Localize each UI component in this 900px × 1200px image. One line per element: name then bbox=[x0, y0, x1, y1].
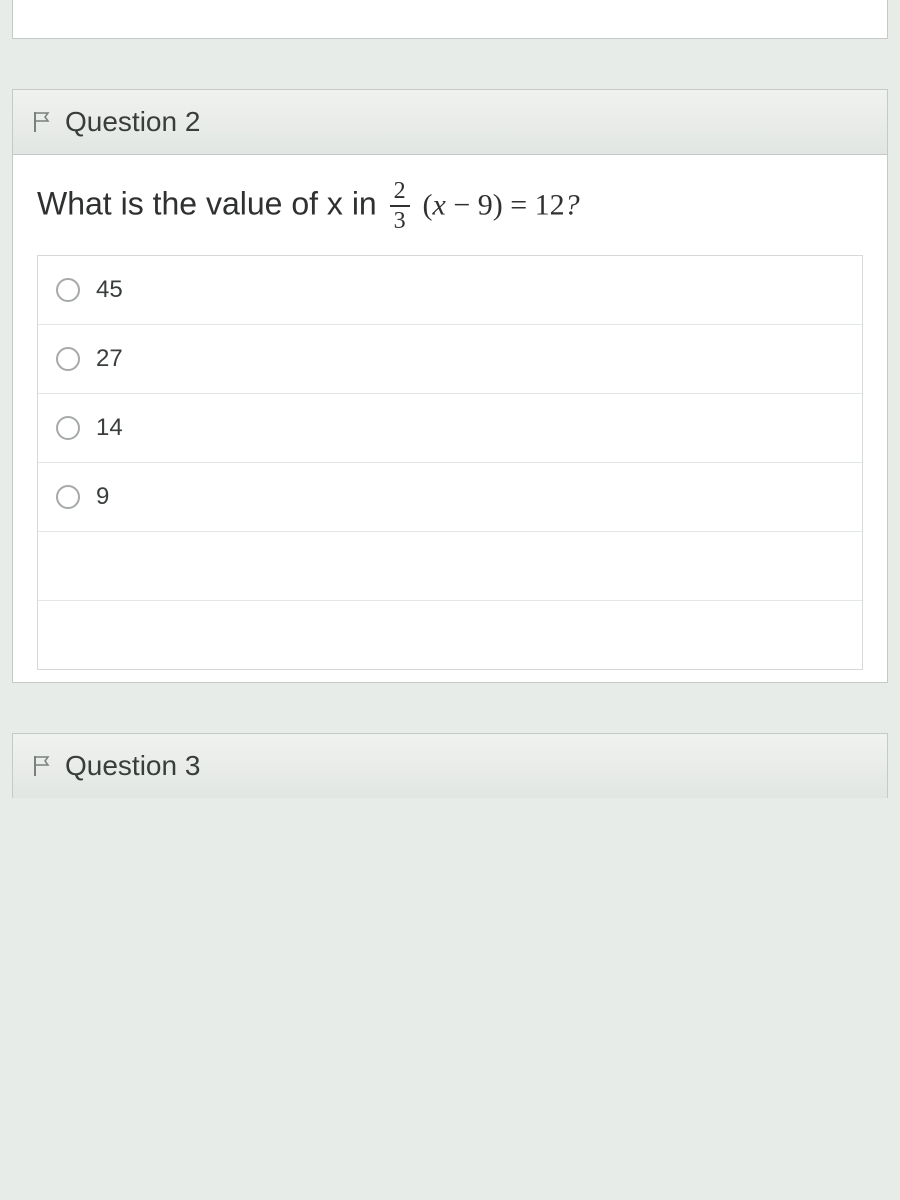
radio-icon[interactable] bbox=[56, 278, 80, 302]
option-row[interactable]: 45 bbox=[38, 256, 862, 325]
radio-icon[interactable] bbox=[56, 347, 80, 371]
radio-icon[interactable] bbox=[56, 416, 80, 440]
empty-row bbox=[38, 532, 862, 601]
option-label: 27 bbox=[96, 345, 123, 373]
prompt-prefix: What is the value of x in bbox=[37, 185, 386, 221]
flag-icon[interactable] bbox=[33, 111, 51, 133]
question-2-title: Question 2 bbox=[65, 106, 200, 138]
option-row[interactable]: 27 bbox=[38, 325, 862, 394]
empty-row bbox=[38, 601, 862, 669]
option-label: 45 bbox=[96, 276, 123, 304]
option-label: 14 bbox=[96, 414, 123, 442]
option-row[interactable]: 9 bbox=[38, 463, 862, 532]
fraction-numerator: 2 bbox=[390, 179, 410, 207]
prev-question-fragment bbox=[12, 0, 888, 39]
fraction: 2 3 bbox=[390, 179, 410, 233]
question-3-title: Question 3 bbox=[65, 750, 200, 782]
flag-icon[interactable] bbox=[33, 755, 51, 777]
fraction-denominator: 3 bbox=[390, 207, 410, 233]
math-expression: (x − 9) = 12? bbox=[423, 188, 580, 221]
radio-icon[interactable] bbox=[56, 485, 80, 509]
options-list: 45 27 14 9 bbox=[37, 255, 863, 670]
question-3-header: Question 3 bbox=[13, 734, 887, 798]
question-2-body: What is the value of x in 2 3 (x − 9) = … bbox=[13, 155, 887, 682]
question-2-header: Question 2 bbox=[13, 90, 887, 155]
option-row[interactable]: 14 bbox=[38, 394, 862, 463]
question-2-prompt: What is the value of x in 2 3 (x − 9) = … bbox=[37, 179, 863, 233]
option-label: 9 bbox=[96, 483, 109, 511]
question-3-card: Question 3 bbox=[12, 733, 888, 798]
question-2-card: Question 2 What is the value of x in 2 3… bbox=[12, 89, 888, 683]
